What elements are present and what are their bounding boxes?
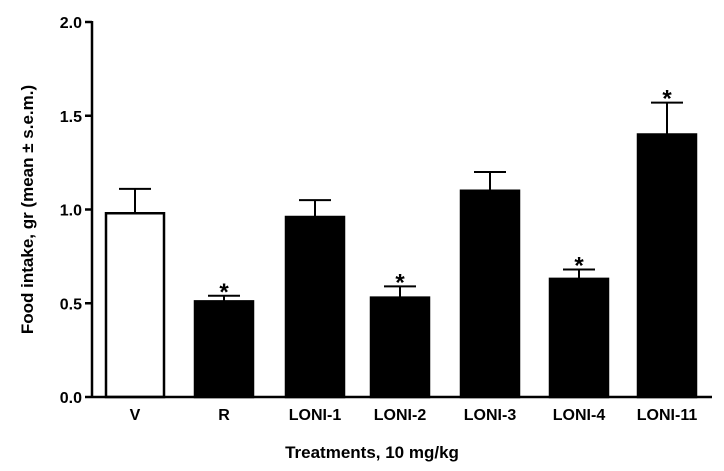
bar-loni-11 xyxy=(636,133,698,399)
y-tick-label: 2.0 xyxy=(60,15,82,32)
y-ticks: 0.0 0.5 1.0 1.5 2.0 xyxy=(60,15,92,407)
bar-r xyxy=(193,300,255,399)
significance-markers: * * * * xyxy=(219,86,672,306)
y-tick-label: 0.0 xyxy=(60,390,82,407)
x-category-label: R xyxy=(218,407,230,424)
x-axis-title: Treatments, 10 mg/kg xyxy=(285,443,459,462)
significance-star: * xyxy=(574,253,584,280)
x-category-label: V xyxy=(130,407,141,424)
significance-star: * xyxy=(395,269,405,296)
x-category-labels: V R LONI-1 LONI-2 LONI-3 LONI-4 LONI-11 xyxy=(130,407,698,424)
x-category-label: LONI-3 xyxy=(464,407,517,424)
bar-loni-4 xyxy=(548,277,610,399)
significance-star: * xyxy=(219,279,229,306)
y-tick-label: 0.5 xyxy=(60,296,82,313)
x-category-label: LONI-11 xyxy=(637,407,698,424)
bar-loni-2 xyxy=(369,296,431,399)
bar-loni-1 xyxy=(284,215,346,399)
significance-star: * xyxy=(662,86,672,113)
y-axis-title: Food intake, gr (mean ± s.e.m.) xyxy=(18,85,37,334)
x-category-label: LONI-1 xyxy=(289,407,342,424)
x-category-label: LONI-4 xyxy=(553,407,606,424)
error-bars xyxy=(119,101,683,302)
bar-loni-3 xyxy=(459,189,521,399)
y-tick-label: 1.5 xyxy=(60,109,82,126)
bars xyxy=(104,133,698,399)
bar-v xyxy=(104,212,166,399)
x-category-label: LONI-2 xyxy=(374,407,427,424)
y-tick-label: 1.0 xyxy=(60,203,82,220)
